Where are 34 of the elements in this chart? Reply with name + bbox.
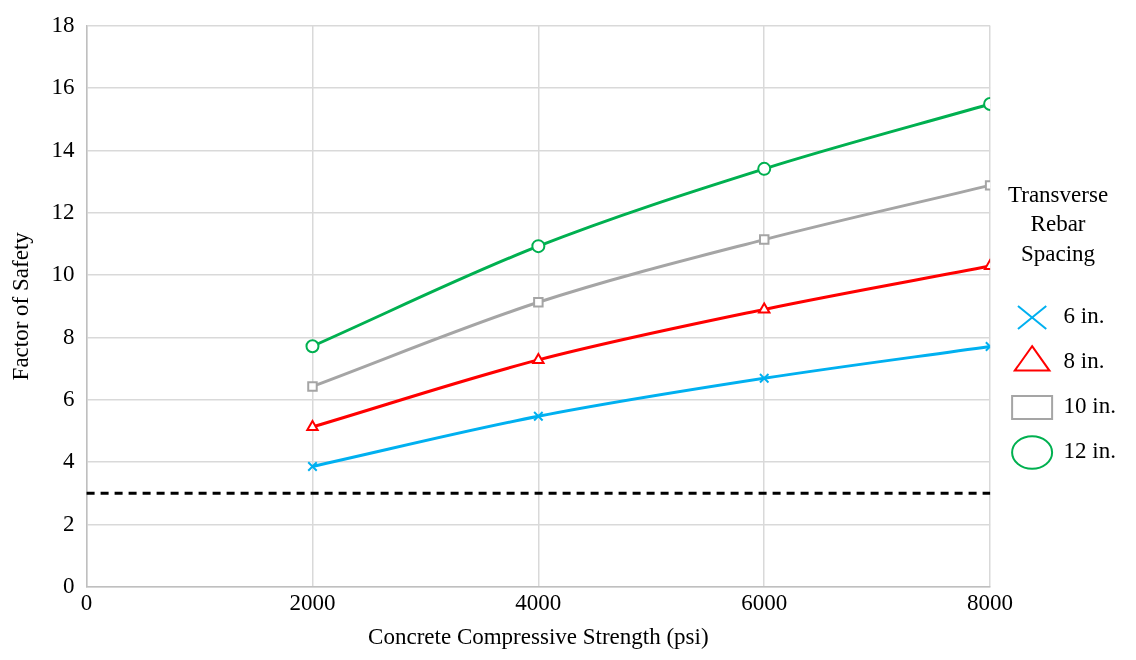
point [531, 239, 546, 254]
point [532, 352, 545, 364]
y-tick-label: 16 [51, 74, 75, 100]
legend-label: 12 in. [1063, 438, 1116, 464]
y-tick-label: 4 [63, 448, 76, 474]
legend-label: 6 in. [1063, 303, 1105, 329]
point [758, 302, 771, 314]
x-tick-label: 4000 [515, 589, 562, 615]
point [758, 373, 770, 384]
point [305, 339, 320, 354]
x-tick-label: 0 [80, 589, 93, 615]
point [533, 297, 544, 308]
y-tick-label: 8 [63, 323, 75, 349]
x-tick-label: 6000 [741, 589, 788, 615]
y-tick-label: 10 [51, 261, 75, 287]
y-tick-label: 0 [63, 572, 75, 598]
point [757, 161, 772, 176]
point [306, 419, 319, 431]
point [307, 461, 318, 472]
x-axis-title: Concrete Compressive Strength (psi) [368, 624, 709, 650]
legend-title: Transverse Rebar Spacing [1008, 181, 1109, 267]
point [758, 234, 770, 245]
x-tick-label: 2000 [289, 589, 336, 615]
legend-label: 10 in. [1063, 393, 1116, 419]
legend-label: 8 in. [1063, 348, 1105, 374]
point [307, 381, 318, 392]
x-tick-label: 8000 [967, 589, 1014, 615]
point [533, 411, 544, 422]
y-tick-label: 12 [51, 198, 75, 224]
y-tick-label: 6 [63, 385, 75, 411]
y-tick-label: 14 [51, 136, 76, 162]
y-axis-title: Factor of Safety [7, 231, 33, 381]
y-tick-label: 18 [51, 11, 75, 37]
y-tick-label: 2 [63, 510, 75, 536]
